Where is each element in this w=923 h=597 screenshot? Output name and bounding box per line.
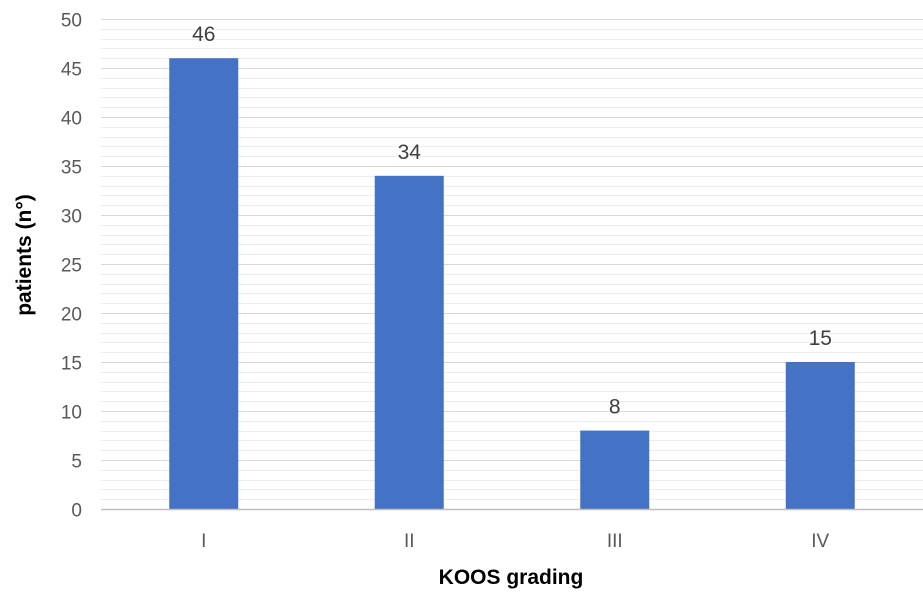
bars xyxy=(169,58,855,510)
data-label: 8 xyxy=(609,396,621,419)
y-tick-label: 30 xyxy=(61,207,82,228)
data-label: 34 xyxy=(398,141,422,164)
y-tick-labels: 0 5 10 15 20 25 30 35 40 45 50 xyxy=(61,11,82,522)
y-tick-label: 45 xyxy=(61,60,82,81)
y-tick-label: 25 xyxy=(61,256,82,277)
y-tick-label: 10 xyxy=(61,403,82,424)
x-axis-title: KOOS grading xyxy=(439,566,584,589)
data-labels: 46 34 8 15 xyxy=(192,23,832,418)
y-tick-label: 35 xyxy=(61,158,82,179)
y-tick-label: 20 xyxy=(61,305,82,326)
x-tick-label: I xyxy=(201,531,206,552)
y-tick-label: 50 xyxy=(61,11,82,32)
data-label: 46 xyxy=(192,23,215,46)
y-tick-label: 40 xyxy=(61,109,82,130)
x-tick-label: III xyxy=(607,531,623,552)
y-tick-label: 0 xyxy=(71,501,82,522)
y-tick-label: 5 xyxy=(71,452,82,473)
bar-IV xyxy=(785,362,855,509)
x-tick-label: IV xyxy=(811,531,829,552)
bar-III xyxy=(580,430,650,509)
bar-II xyxy=(374,175,444,510)
y-tick-label: 15 xyxy=(61,354,82,375)
x-tick-labels: I II III IV xyxy=(201,531,829,552)
x-tick-label: II xyxy=(404,531,415,552)
bar-I xyxy=(169,58,239,509)
data-label: 15 xyxy=(809,327,832,350)
y-axis-title: patients (n°) xyxy=(13,194,36,316)
